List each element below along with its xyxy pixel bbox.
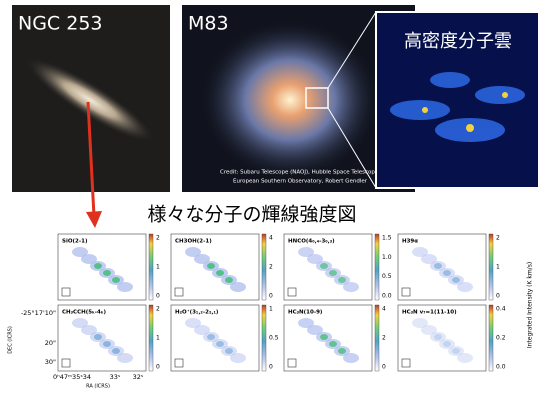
panel-label: CH3OH(2-1) bbox=[175, 239, 212, 245]
photo-label: NGC 253 bbox=[18, 13, 103, 35]
colorbar-tick-label: 0 bbox=[156, 364, 160, 371]
y-tick-label: 20" bbox=[45, 339, 56, 347]
panel-grid: SiO(2-1) 2 1 0 CH3OH(2-1) 4 2 0 HNCO(4₀,₄-3₀,₃) 1… bbox=[58, 234, 506, 371]
emission bbox=[457, 353, 473, 363]
colorbar-tick-label: 0.2 bbox=[496, 335, 506, 342]
emission bbox=[94, 263, 102, 269]
colorbar-tick-label: 0.0 bbox=[382, 293, 392, 300]
emission bbox=[443, 341, 451, 347]
panel-label: HNCO(4₀,₄-3₀,₃) bbox=[288, 239, 335, 245]
emission bbox=[338, 277, 346, 283]
colorbar bbox=[262, 234, 266, 300]
colorbar-title: Integrated Intensity (K km/s) bbox=[527, 262, 534, 348]
emission bbox=[452, 348, 460, 354]
colorbar-tick-label: 0.5 bbox=[382, 273, 392, 280]
emission bbox=[320, 334, 328, 340]
colorbar-tick-label: 1 bbox=[156, 264, 160, 271]
photo-inset: 高密度分子雲 bbox=[376, 12, 539, 188]
colorbar-tick-label: 0 bbox=[269, 293, 273, 300]
colorbar-tick-label: 1 bbox=[496, 264, 500, 271]
emission bbox=[112, 348, 120, 354]
colorbar-tick-label: 0 bbox=[269, 364, 273, 371]
emission bbox=[343, 353, 359, 363]
colorbar-tick-label: 1 bbox=[269, 306, 273, 313]
x-tick-label: 33ˢ bbox=[110, 373, 121, 381]
colorbar bbox=[262, 305, 266, 371]
credit: Credit: Subaru Telescope (NAOJ), Hubble … bbox=[220, 170, 380, 176]
emission bbox=[457, 282, 473, 292]
emission bbox=[103, 341, 111, 347]
y-tick-label: 30" bbox=[45, 358, 56, 366]
colorbar bbox=[375, 305, 379, 371]
y-axis-title: DEC (ICRS) bbox=[8, 326, 14, 354]
colorbar-tick-label: 4 bbox=[382, 306, 386, 313]
emission bbox=[452, 277, 460, 283]
colorbar-tick-label: 1.5 bbox=[382, 235, 392, 242]
emission bbox=[216, 341, 224, 347]
panel-label: HC₃N(10-9) bbox=[288, 310, 323, 316]
emission bbox=[230, 353, 246, 363]
colorbar bbox=[489, 234, 493, 300]
x-tick-label: 32ˢ bbox=[133, 373, 144, 381]
credit: European Southern Observatory, Robert Ge… bbox=[233, 179, 368, 185]
colorbar-tick-label: 4 bbox=[269, 235, 273, 242]
emission bbox=[112, 277, 120, 283]
emission bbox=[443, 270, 451, 276]
colorbar-tick-label: 0.4 bbox=[496, 306, 506, 313]
emission bbox=[117, 353, 133, 363]
x-axis-title: RA (ICRS) bbox=[86, 384, 110, 390]
panel-label: CH₃CCH(5ₖ-4ₖ) bbox=[62, 310, 107, 316]
emission bbox=[329, 341, 337, 347]
panel-label: H39α bbox=[402, 239, 418, 245]
colorbar-tick-label: 2 bbox=[156, 306, 160, 313]
emission bbox=[230, 282, 246, 292]
emission bbox=[434, 263, 442, 269]
emission bbox=[329, 270, 337, 276]
colorbar-tick-label: 2 bbox=[269, 264, 273, 271]
emission bbox=[117, 282, 133, 292]
emission bbox=[343, 282, 359, 292]
emission bbox=[207, 334, 215, 340]
colorbar-tick-label: 2 bbox=[382, 335, 386, 342]
emission bbox=[225, 277, 233, 283]
emission bbox=[225, 348, 233, 354]
y-tick-label: -25°17'10" bbox=[21, 309, 56, 317]
colorbar-tick-label: 0.5 bbox=[269, 335, 279, 342]
emission bbox=[320, 263, 328, 269]
colorbar-tick-label: 1 bbox=[156, 335, 160, 342]
colorbar-tick-label: 0 bbox=[156, 293, 160, 300]
emission bbox=[207, 263, 215, 269]
colorbar bbox=[149, 305, 153, 371]
panel-label: HC₃N v₇=1(11-10) bbox=[402, 310, 457, 316]
emission bbox=[338, 348, 346, 354]
x-tick-label: 0ʰ47ᵐ35ˢ34 bbox=[53, 373, 91, 381]
emission bbox=[94, 334, 102, 340]
page: NGC 253 M83 Credit: Subaru Telescope (NA… bbox=[0, 0, 542, 392]
colorbar bbox=[489, 305, 493, 371]
colorbar-tick-label: 0.0 bbox=[496, 364, 506, 371]
colorbar-tick-label: 2 bbox=[156, 235, 160, 242]
colorbar-tick-label: 0 bbox=[496, 293, 500, 300]
panel-label: SiO(2-1) bbox=[62, 239, 88, 245]
photo-label: M83 bbox=[188, 13, 229, 35]
emission bbox=[434, 334, 442, 340]
colorbar-tick-label: 0 bbox=[382, 364, 386, 371]
colorbar bbox=[149, 234, 153, 300]
emission bbox=[103, 270, 111, 276]
emission bbox=[216, 270, 224, 276]
figure-title: 様々な分子の輝線強度図 bbox=[147, 204, 356, 226]
colorbar-tick-label: 2 bbox=[496, 235, 500, 242]
colorbar bbox=[375, 234, 379, 300]
colorbar-tick-label: 1.0 bbox=[382, 254, 392, 261]
photo-label: 高密度分子雲 bbox=[404, 31, 512, 52]
panel-label: H₂O⁺(3₁,₂-2₂,₁) bbox=[175, 309, 219, 316]
